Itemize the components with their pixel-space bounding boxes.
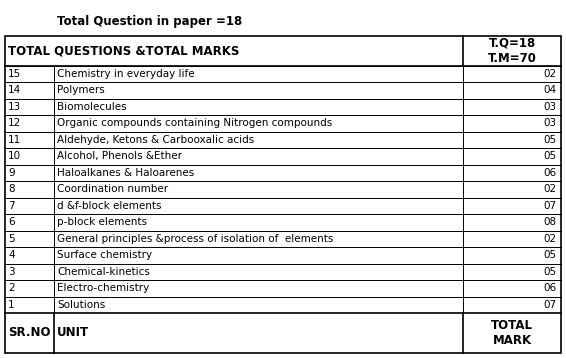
Text: Total Question in paper =18: Total Question in paper =18 [57,15,242,28]
Text: 6: 6 [8,217,15,227]
Text: 1: 1 [8,300,15,310]
Text: 05: 05 [544,151,557,161]
Text: 05: 05 [544,250,557,260]
Text: 07: 07 [544,201,557,211]
Text: SR.NO: SR.NO [8,326,50,339]
Text: 13: 13 [8,102,22,112]
Text: Electro-chemistry: Electro-chemistry [57,283,149,293]
Text: Solutions: Solutions [57,300,105,310]
Text: 02: 02 [544,234,557,244]
Text: UNIT: UNIT [57,326,89,339]
Text: TOTAL
MARK: TOTAL MARK [491,319,533,347]
Text: 05: 05 [544,267,557,277]
Text: 7: 7 [8,201,15,211]
Text: 06: 06 [544,168,557,178]
Text: T.Q=18
T.M=70: T.Q=18 T.M=70 [488,37,537,64]
Text: 2: 2 [8,283,15,293]
Text: 07: 07 [544,300,557,310]
Text: 03: 03 [544,102,557,112]
Text: d &f-block elements: d &f-block elements [57,201,161,211]
Text: 03: 03 [544,118,557,128]
Text: 10: 10 [8,151,21,161]
Text: Alcohol, Phenols &Ether: Alcohol, Phenols &Ether [57,151,182,161]
Text: 08: 08 [544,217,557,227]
Text: Organic compounds containing Nitrogen compounds: Organic compounds containing Nitrogen co… [57,118,332,128]
Text: p-block elements: p-block elements [57,217,147,227]
Text: Coordination number: Coordination number [57,184,168,194]
Text: 8: 8 [8,184,15,194]
Text: Surface chemistry: Surface chemistry [57,250,152,260]
Text: 14: 14 [8,85,22,95]
Text: General principles &process of isolation of  elements: General principles &process of isolation… [57,234,333,244]
Text: Aldehyde, Ketons & Carbooxalic acids: Aldehyde, Ketons & Carbooxalic acids [57,135,254,145]
Text: Haloalkanes & Haloarenes: Haloalkanes & Haloarenes [57,168,194,178]
Text: 05: 05 [544,135,557,145]
Text: 04: 04 [544,85,557,95]
Bar [5,35,561,353]
Text: 3: 3 [8,267,15,277]
Text: 11: 11 [8,135,22,145]
Text: TOTAL QUESTIONS &TOTAL MARKS: TOTAL QUESTIONS &TOTAL MARKS [8,44,239,57]
Text: 12: 12 [8,118,22,128]
Text: 4: 4 [8,250,15,260]
Text: Polymers: Polymers [57,85,105,95]
Text: 02: 02 [544,184,557,194]
Text: 06: 06 [544,283,557,293]
Text: 5: 5 [8,234,15,244]
Text: 9: 9 [8,168,15,178]
Text: Chemistry in everyday life: Chemistry in everyday life [57,69,195,79]
Text: Biomolecules: Biomolecules [57,102,127,112]
Text: 15: 15 [8,69,22,79]
Text: Chemical-kinetics: Chemical-kinetics [57,267,150,277]
Text: 02: 02 [544,69,557,79]
